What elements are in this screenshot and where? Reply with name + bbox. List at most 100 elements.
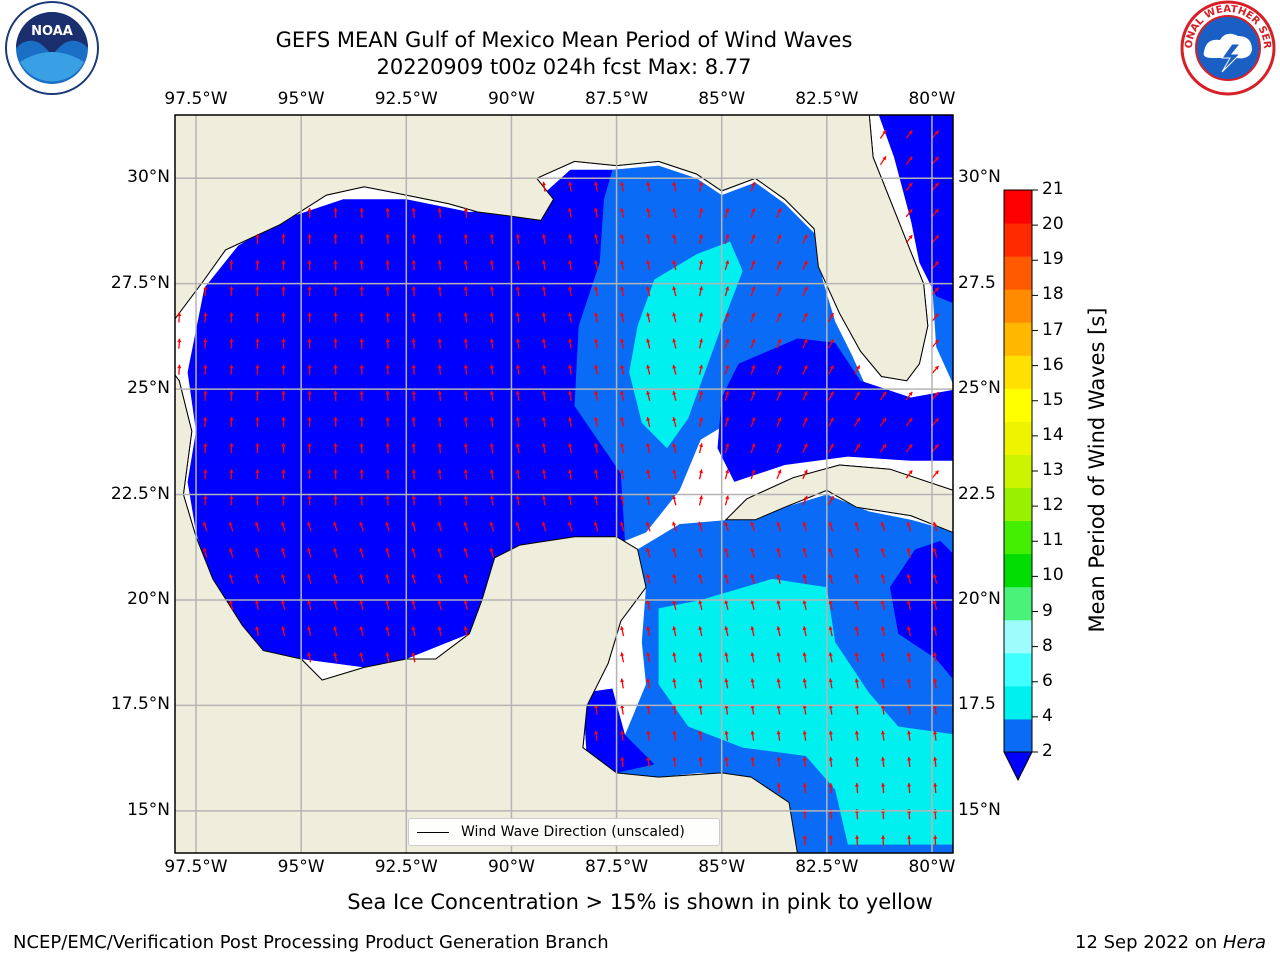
wave-direction-arrow	[255, 600, 260, 611]
wave-direction-arrow	[931, 339, 940, 348]
wave-direction-arrow	[307, 364, 312, 375]
arrow-head	[463, 443, 468, 447]
wave-direction-arrow	[776, 600, 781, 611]
arrow-head	[725, 208, 730, 212]
lon-tick-label-bottom: 92.5°W	[374, 857, 438, 877]
arrow-head	[803, 417, 808, 422]
arrow-head	[854, 652, 859, 657]
loop-current-cyan	[629, 241, 743, 449]
arrow-head	[672, 417, 677, 421]
wave-direction-arrow	[724, 338, 730, 349]
wave-direction-arrow	[906, 678, 912, 689]
arrow-head	[594, 181, 599, 186]
arrow-head	[699, 364, 704, 369]
wave-direction-arrow	[931, 417, 940, 427]
arrow-head	[698, 704, 703, 709]
arrow-head	[828, 652, 833, 657]
wave-direction-arrow	[620, 443, 625, 454]
arrow-head	[882, 417, 887, 422]
arrow-head	[776, 756, 781, 761]
colorbar-tick-label: 11	[1042, 530, 1064, 551]
wave-direction-arrow	[385, 652, 390, 663]
wave-direction-arrow	[698, 600, 703, 611]
arrow-head	[541, 495, 547, 500]
wave-direction-arrow	[229, 286, 234, 297]
wave-direction-arrow	[750, 443, 756, 454]
arrow-head	[359, 260, 364, 264]
arrow-head	[385, 312, 390, 316]
wave-direction-arrow	[933, 835, 938, 846]
wave-direction-arrow	[672, 364, 677, 375]
arrow-head	[203, 286, 208, 290]
arrow-head	[437, 390, 442, 395]
wave-direction-arrow	[750, 652, 755, 663]
wave-direction-arrow	[698, 652, 703, 663]
wave-direction-arrow	[515, 443, 520, 454]
arrow-head	[568, 469, 573, 474]
wave-direction-arrow	[515, 521, 521, 532]
arrow-head	[385, 233, 390, 238]
arrow-head	[776, 730, 781, 735]
wave-direction-arrow	[568, 416, 573, 428]
map-legend: Wind Wave Direction (unscaled)	[408, 818, 720, 846]
wave-direction-arrow	[229, 416, 234, 428]
arrow-head	[229, 469, 234, 473]
arrow-head	[437, 417, 442, 421]
wave-direction-arrow	[931, 443, 940, 453]
wave-direction-arrow	[931, 208, 940, 218]
arrow-head	[203, 390, 208, 395]
wave-direction-arrow	[931, 260, 940, 270]
wave-direction-arrow	[515, 364, 520, 375]
wave-direction-arrow	[905, 443, 913, 453]
arrow-head	[541, 338, 547, 343]
wave-direction-arrow	[489, 521, 495, 532]
wave-direction-arrow	[750, 573, 755, 584]
arrow-head	[646, 678, 651, 683]
arrow-head	[776, 574, 781, 578]
arrow-head	[333, 207, 338, 212]
arrow-head	[489, 443, 494, 447]
arrow-head	[829, 365, 834, 370]
wave-direction-arrow	[281, 390, 286, 401]
wave-direction-arrow	[359, 312, 364, 323]
arrow-head	[203, 495, 208, 499]
arrow-head	[672, 495, 677, 500]
arrow-head	[359, 521, 364, 526]
arrow-head	[646, 260, 651, 265]
wave-direction-arrow	[828, 756, 833, 767]
colorbar-tick-label: 20	[1042, 214, 1064, 235]
wave-direction-arrow	[880, 730, 886, 741]
arrow-head	[646, 574, 651, 578]
arrow-head	[646, 207, 651, 212]
wave-direction-arrow	[698, 260, 704, 271]
arrow-head	[620, 652, 625, 657]
wave-direction-arrow	[646, 260, 651, 271]
wave-direction-arrow	[672, 181, 677, 192]
wave-direction-arrow	[411, 338, 416, 349]
wave-direction-arrow	[541, 260, 547, 271]
arrow-head	[803, 469, 808, 474]
arrow-head	[646, 626, 651, 631]
arrow-head	[385, 652, 390, 657]
arrow-head	[934, 418, 939, 423]
wave-direction-arrow	[385, 443, 390, 454]
arrow-head	[281, 495, 286, 499]
wave-direction-arrow	[828, 573, 833, 584]
colorbar-segment	[1004, 256, 1032, 290]
colorbar-segment	[1004, 355, 1032, 389]
arrow-head	[934, 339, 939, 344]
arrow-head	[620, 443, 625, 448]
arrow-head	[515, 390, 520, 395]
wave-direction-arrow	[776, 234, 782, 244]
wave-direction-arrow	[489, 495, 494, 506]
arrow-head	[672, 469, 677, 474]
arrow-head	[698, 652, 703, 657]
wave-direction-arrow	[255, 495, 260, 506]
arrow-head	[906, 626, 911, 631]
wave-direction-arrow	[541, 286, 547, 297]
arrow-head	[672, 260, 677, 265]
wave-direction-arrow	[750, 338, 756, 349]
arrow-head	[489, 390, 494, 395]
arrow-head	[307, 652, 312, 657]
wave-direction-arrow	[776, 390, 782, 401]
